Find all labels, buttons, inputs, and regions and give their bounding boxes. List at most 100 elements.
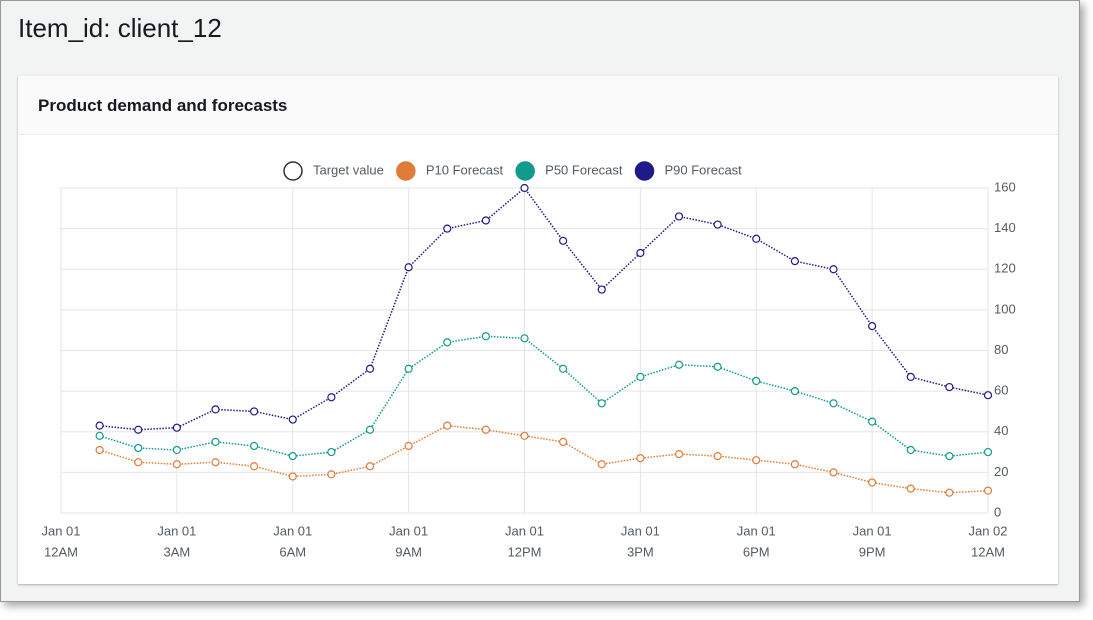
panel: Product demand and forecasts [18, 76, 1058, 584]
y-tick-label: 60 [994, 383, 1008, 398]
data-point [790, 460, 799, 469]
y-tick-label: 80 [994, 342, 1008, 357]
data-point [250, 462, 259, 471]
data-point [172, 423, 181, 432]
x-tick-label: Jan 01 [41, 523, 80, 538]
data-point [288, 415, 297, 424]
series-line [99, 335, 989, 457]
data-point [945, 382, 954, 392]
data-point [829, 265, 838, 274]
data-point [868, 417, 877, 426]
data-point [211, 458, 220, 467]
data-point [868, 478, 877, 487]
data-point [752, 376, 761, 386]
data-point [134, 443, 143, 453]
x-tick-label: Jan 02 [968, 523, 1007, 538]
data-point [250, 407, 259, 416]
data-point [172, 445, 181, 455]
x-tick-label: Jan 01 [157, 523, 196, 538]
data-point [404, 441, 413, 451]
data-point [945, 452, 954, 461]
data-point [443, 338, 452, 347]
y-tick-label: 100 [994, 301, 1016, 316]
data-point [829, 399, 838, 408]
legend-marker [515, 161, 535, 181]
data-point [365, 425, 375, 434]
data-point [134, 425, 143, 434]
data-point [983, 391, 993, 400]
data-point [365, 364, 375, 373]
legend-marker [396, 161, 416, 181]
data-point [559, 437, 568, 447]
series-line [99, 186, 989, 431]
data-point [752, 234, 761, 243]
data-point [597, 460, 606, 469]
data-point [365, 462, 375, 471]
data-point [559, 364, 568, 373]
x-tick-label: 6AM [279, 544, 306, 559]
data-point [95, 445, 104, 455]
data-point [172, 460, 181, 469]
legend-label: P10 Forecast [426, 162, 504, 177]
x-tick-label: Jan 01 [621, 523, 660, 538]
data-point [520, 334, 529, 343]
data-point [713, 220, 722, 229]
x-tick-label: 9PM [859, 544, 886, 559]
data-point [211, 405, 220, 414]
x-tick-label: Jan 01 [505, 523, 544, 538]
y-tick-label: 40 [994, 423, 1008, 438]
legend-label: P50 Forecast [545, 162, 623, 177]
data-point [868, 322, 877, 331]
legend-label: Target value [313, 162, 384, 177]
data-point [906, 372, 915, 382]
legend-marker [634, 161, 655, 181]
y-tick-label: 120 [994, 261, 1016, 276]
data-point [674, 449, 684, 459]
data-point [713, 362, 722, 371]
data-point [636, 454, 645, 463]
data-point [829, 468, 838, 477]
chart-title: Product demand and forecasts [38, 96, 288, 115]
x-tick-label: Jan 01 [853, 523, 892, 538]
data-point [906, 445, 915, 455]
data-point [636, 248, 645, 258]
x-tick-label: Jan 01 [273, 523, 312, 538]
data-point [983, 447, 993, 457]
x-tick-label: 3PM [627, 544, 654, 559]
series-line [99, 424, 989, 494]
page-title: Item_id: client_12 [18, 13, 222, 43]
y-tick-label: 20 [994, 464, 1008, 479]
x-tick-label: 12AM [971, 544, 1005, 559]
data-point [790, 257, 799, 266]
data-point [481, 332, 490, 341]
y-tick-label: 0 [994, 504, 1001, 519]
data-point [983, 486, 993, 495]
data-point [520, 183, 529, 193]
data-point [288, 472, 297, 481]
data-point [559, 236, 568, 245]
x-tick-label: 6PM [743, 544, 770, 559]
data-point [520, 431, 529, 440]
data-point [636, 372, 645, 382]
data-point [95, 431, 104, 440]
y-tick-label: 140 [994, 220, 1016, 235]
data-point [481, 216, 490, 225]
x-tick-label: 9AM [395, 544, 422, 559]
x-tick-label: Jan 01 [737, 523, 776, 538]
data-point [327, 393, 336, 402]
data-point [327, 470, 336, 479]
data-point [674, 360, 684, 369]
data-point [790, 387, 799, 396]
data-point [906, 484, 915, 493]
data-point [250, 441, 259, 451]
data-point [443, 224, 452, 233]
data-point [752, 456, 761, 465]
data-point [481, 425, 490, 434]
y-tick-label: 160 [994, 179, 1016, 194]
data-point [288, 452, 297, 461]
x-tick-label: 12AM [44, 544, 78, 559]
x-tick-label: Jan 01 [389, 523, 428, 538]
panel-header [18, 76, 1058, 135]
